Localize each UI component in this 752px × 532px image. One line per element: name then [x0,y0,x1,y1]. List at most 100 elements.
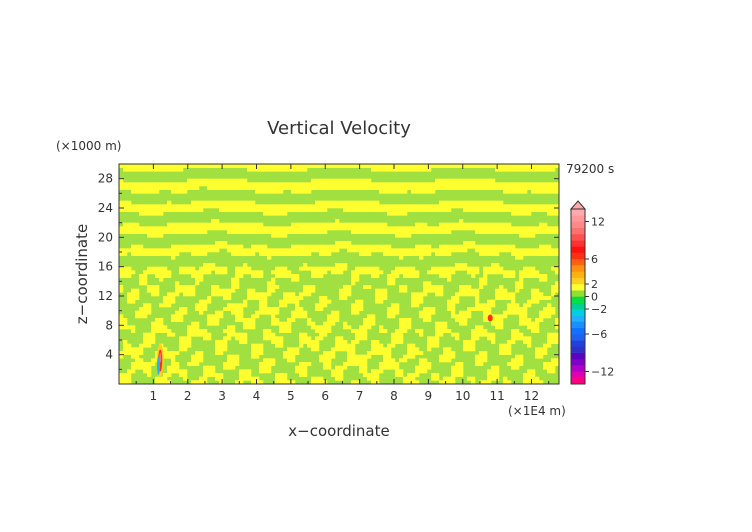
field-cell [151,325,156,330]
field-cell [543,343,548,348]
field-cell [363,222,368,227]
field-cell [407,373,412,377]
field-cell [139,252,144,256]
field-cell [499,244,504,249]
field-cell [267,329,272,333]
field-cell [543,230,548,234]
field-cell [143,340,148,344]
field-cell [243,226,248,231]
field-cell [435,186,440,190]
field-cell [139,351,144,355]
field-cell [407,248,412,253]
field-cell [299,343,304,348]
field-cell [391,340,396,344]
field-cell [555,321,560,326]
field-cell [467,241,472,245]
field-cell [251,208,256,212]
field-cell [171,164,176,168]
field-cell [327,226,332,231]
field-cell [459,310,464,315]
field-cell [319,332,324,337]
field-cell [259,369,264,374]
field-cell [523,307,528,311]
field-cell [167,332,172,337]
field-cell [139,358,144,363]
field-cell [283,321,288,326]
field-cell [187,266,192,271]
field-cell [323,186,328,190]
field-cell [527,208,532,212]
field-cell [411,347,416,352]
x-tick-label: 12 [524,389,539,403]
field-cell [471,274,476,278]
field-cell [423,285,428,289]
field-cell [427,230,432,234]
field-cell [447,186,452,190]
field-cell [371,340,376,344]
field-cell [287,182,292,187]
field-cell [283,182,288,187]
field-cell [391,336,396,341]
field-cell [355,358,360,363]
field-cell [395,226,400,231]
field-cell [303,222,308,227]
field-cell [239,376,244,381]
field-cell [227,244,232,249]
field-cell [139,244,144,249]
field-cell [555,248,560,253]
field-cell [199,376,204,381]
field-cell [371,208,376,212]
field-cell [363,358,368,363]
field-cell [359,186,364,190]
field-cell [527,380,532,385]
field-cell [351,244,356,249]
field-cell [195,252,200,256]
field-cell [399,336,404,341]
field-cell [195,321,200,326]
field-cell [479,208,484,212]
colorbar-band [571,252,585,260]
field-cell [127,226,132,231]
field-cell [363,230,368,234]
field-cell [171,230,176,234]
field-cell [507,362,512,366]
field-cell [179,222,184,227]
field-cell [215,241,220,245]
field-cell [311,285,316,289]
colorbar-band [571,302,585,310]
field-cell [407,252,412,256]
field-cell [271,318,276,322]
field-cell [503,351,508,355]
field-cell [227,358,232,363]
field-cell [531,266,536,271]
field-cell [403,208,408,212]
field-cell [271,252,276,256]
field-cell [331,351,336,355]
field-cell [251,288,256,293]
field-cell [319,244,324,249]
field-cell [543,226,548,231]
field-cell [303,244,308,249]
field-cell [175,204,180,209]
field-cell [383,288,388,293]
field-cell [475,244,480,249]
field-cell [439,358,444,363]
field-cell [243,204,248,209]
field-cell [519,226,524,231]
field-cell [423,204,428,209]
field-cell [227,303,232,308]
field-cell [155,270,160,275]
field-cell [183,182,188,187]
field-cell [523,226,528,231]
field-cell [411,270,416,275]
field-cell [207,226,212,231]
field-cell [171,189,176,194]
field-cell [407,270,412,275]
field-cell [523,303,528,308]
field-cell [139,226,144,231]
field-cell [467,186,472,190]
field-cell [371,343,376,348]
field-cell [459,369,464,374]
field-cell [239,244,244,249]
